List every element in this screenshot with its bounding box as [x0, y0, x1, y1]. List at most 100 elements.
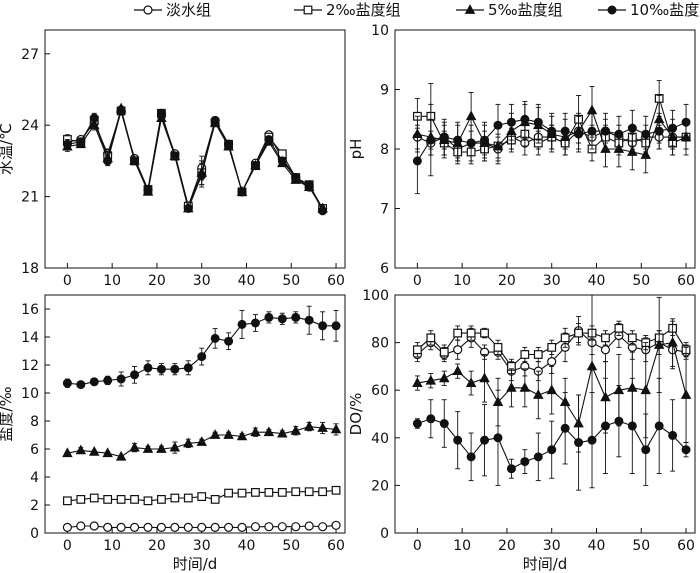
data-point	[453, 435, 463, 445]
data-point	[480, 328, 489, 338]
data-point	[452, 365, 463, 376]
data-point	[601, 333, 610, 343]
x-tick-label: 10	[453, 273, 471, 289]
y-tick-label: 2	[30, 498, 39, 514]
data-point	[533, 350, 543, 359]
data-point	[668, 123, 678, 133]
data-point	[586, 360, 598, 371]
data-point	[116, 495, 126, 504]
data-point	[614, 129, 624, 139]
data-point	[62, 378, 72, 388]
data-point	[547, 126, 557, 136]
x-tick-label: 10	[453, 538, 471, 554]
data-point	[426, 135, 436, 145]
x-tick-label: 50	[632, 538, 650, 554]
x-tick-label: 40	[238, 273, 256, 289]
y-axis-label: 水温/℃	[0, 123, 15, 175]
y-axis-label: pH	[347, 139, 365, 160]
data-point	[479, 372, 490, 383]
x-tick-label: 50	[632, 273, 650, 289]
data-point	[425, 374, 437, 385]
data-point	[291, 522, 301, 532]
series	[62, 102, 328, 213]
x-tick-label: 40	[588, 273, 606, 289]
data-point	[170, 493, 180, 503]
data-point	[560, 423, 570, 433]
data-point	[681, 445, 691, 455]
legend-marker	[464, 4, 476, 14]
data-point	[130, 156, 140, 166]
data-point	[143, 363, 153, 373]
data-point	[250, 161, 260, 171]
data-point	[89, 521, 99, 531]
y-tick-label: 4	[30, 470, 39, 486]
data-point	[640, 384, 651, 395]
data-point	[318, 487, 328, 497]
y-tick-label: 10	[371, 23, 389, 39]
legend-label: 5‰盐度组	[488, 1, 563, 19]
data-point	[667, 336, 678, 347]
data-point	[318, 321, 328, 331]
data-point	[264, 522, 274, 532]
data-point	[304, 180, 314, 190]
data-point	[331, 321, 341, 331]
data-point	[614, 323, 624, 333]
data-point	[453, 135, 463, 145]
data-point	[197, 522, 207, 533]
legend: 淡水组 2‰盐度组 5‰盐度组 10‰盐度组	[134, 1, 700, 19]
data-point	[304, 521, 314, 531]
x-tick-label: 40	[588, 538, 606, 554]
data-point	[640, 149, 651, 159]
data-point	[196, 436, 207, 446]
data-point	[263, 426, 275, 437]
data-point	[223, 522, 234, 533]
data-point	[209, 429, 221, 439]
data-point	[250, 522, 261, 532]
series	[62, 106, 328, 216]
data-point	[466, 328, 476, 338]
data-point	[680, 389, 692, 399]
y-tick-label: 9	[380, 83, 389, 99]
data-point	[197, 170, 207, 180]
data-point	[291, 487, 301, 497]
data-point	[493, 433, 503, 443]
x-tick-label: 10	[103, 273, 121, 289]
x-tick-label: 20	[148, 538, 166, 554]
data-point	[89, 493, 99, 503]
data-point	[480, 435, 490, 445]
data-point	[547, 342, 557, 352]
data-point	[520, 114, 530, 124]
legend-label: 2‰盐度组	[326, 1, 401, 19]
data-point	[412, 377, 423, 387]
data-point	[466, 452, 476, 462]
x-tick-label: 30	[193, 538, 211, 554]
data-point	[89, 113, 99, 123]
data-point	[210, 495, 220, 504]
data-point	[197, 352, 207, 362]
data-point	[170, 522, 180, 533]
data-point	[290, 424, 301, 435]
y-tick-label: 40	[371, 431, 389, 447]
data-point	[681, 117, 691, 127]
legend-marker	[143, 5, 153, 15]
x-tick-label: 20	[148, 273, 166, 289]
data-point	[533, 452, 543, 462]
data-point	[89, 377, 99, 387]
data-point	[668, 430, 678, 440]
data-point	[331, 485, 341, 495]
data-point	[600, 345, 611, 355]
data-point	[116, 106, 126, 116]
data-point	[627, 421, 637, 431]
data-point	[574, 129, 584, 139]
x-tick-label: 50	[282, 538, 300, 554]
data-point	[250, 318, 260, 328]
data-point	[587, 126, 597, 136]
data-point	[480, 135, 490, 145]
y-tick-label: 21	[21, 190, 39, 206]
data-point	[304, 315, 314, 325]
data-point	[250, 426, 261, 437]
data-point	[210, 115, 220, 125]
x-tick-label: 60	[327, 538, 345, 554]
y-tick-label: 80	[371, 336, 389, 352]
